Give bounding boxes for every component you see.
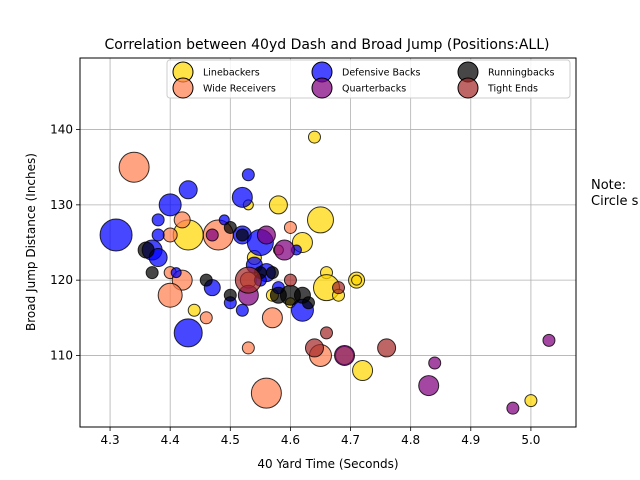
data-point: [235, 228, 249, 242]
data-point: [173, 318, 203, 348]
data-point: [157, 282, 183, 308]
note-line-1: Note:: [591, 178, 626, 193]
axis-ticks: 4.3 4.4 4.5 4.6 4.7 4.8 4.9 5.0 110 120 130 140: [50, 123, 540, 447]
data-point: [301, 296, 315, 310]
data-point: [118, 151, 150, 183]
data-point: [235, 303, 249, 317]
data-point: [241, 341, 255, 355]
plot-frame-background: [80, 58, 576, 427]
legend-marker: [311, 77, 333, 99]
data-point: [307, 130, 321, 144]
legend-label: Linebackers: [203, 68, 260, 79]
x-tick-label: 4.5: [221, 433, 240, 447]
data-point: [151, 213, 165, 227]
y-axis-label: Broad Jump Distance (Inches): [24, 153, 38, 331]
legend-label: Tight Ends: [487, 84, 538, 95]
data-point: [306, 206, 334, 234]
legend-label: Runningbacks: [488, 68, 555, 79]
data-point: [428, 356, 442, 370]
data-point: [377, 338, 397, 358]
data-point: [170, 267, 182, 279]
plot-frame: [79, 57, 577, 428]
data-point: [187, 303, 201, 317]
x-tick-label: 4.4: [161, 433, 180, 447]
data-point: [351, 274, 363, 286]
data-point: [256, 225, 276, 245]
chart-title: Correlation between 40yd Dash and Broad …: [105, 37, 550, 53]
data-point: [542, 333, 556, 347]
data-point: [199, 273, 213, 287]
y-tick-label: 120: [50, 273, 73, 287]
data-point: [199, 311, 213, 325]
data-point: [265, 266, 279, 280]
data-point: [332, 281, 346, 295]
data-point: [524, 394, 538, 408]
data-point: [223, 220, 237, 234]
legend-label: Wide Receivers: [203, 84, 276, 95]
x-tick-label: 4.3: [101, 433, 120, 447]
data-point: [231, 186, 253, 208]
data-point: [178, 180, 198, 200]
data-point: [261, 307, 283, 329]
data-point: [205, 228, 219, 242]
data-point: [145, 266, 159, 280]
data-point: [319, 326, 333, 340]
legend-items: Linebackers Wide Receivers Defensive Backs…: [172, 61, 555, 99]
data-points: [99, 130, 556, 415]
y-tick-label: 110: [50, 348, 73, 362]
data-point: [273, 239, 295, 261]
data-point: [158, 193, 182, 217]
x-tick-label: 4.9: [461, 433, 480, 447]
data-point: [99, 218, 133, 252]
data-point: [352, 360, 374, 382]
data-point: [162, 227, 178, 243]
data-point: [223, 288, 237, 302]
legend-label: Quarterbacks: [342, 84, 406, 95]
data-point: [250, 377, 282, 409]
data-point: [137, 241, 155, 259]
x-tick-label: 4.7: [341, 433, 360, 447]
legend-marker: [172, 77, 194, 99]
data-point: [234, 266, 262, 294]
data-point: [283, 220, 297, 234]
plot-area: 4.3 4.4 4.5 4.6 4.7 4.8 4.9 5.0 110 120 130 140: [50, 57, 577, 447]
data-point: [173, 211, 191, 229]
x-tick-label: 4.6: [281, 433, 300, 447]
legend-label: Defensive Backs: [342, 68, 421, 79]
data-point: [304, 338, 324, 358]
x-tick-label: 5.0: [521, 433, 540, 447]
x-tick-label: 4.8: [401, 433, 420, 447]
legend: Linebackers Wide Receivers Defensive Backs…: [166, 59, 571, 99]
data-point: [268, 195, 288, 215]
side-note: Note: Circle s: [591, 178, 639, 209]
x-axis-label: 40 Yard Time (Seconds): [257, 457, 398, 471]
y-tick-label: 130: [50, 198, 73, 212]
data-point: [506, 401, 520, 415]
y-tick-label: 140: [50, 123, 73, 137]
data-point: [334, 344, 356, 366]
data-point: [283, 273, 297, 287]
note-line-2: Circle s: [591, 194, 639, 209]
data-point: [418, 375, 440, 397]
data-point: [151, 228, 165, 242]
data-point: [241, 168, 255, 182]
legend-marker: [457, 77, 479, 99]
